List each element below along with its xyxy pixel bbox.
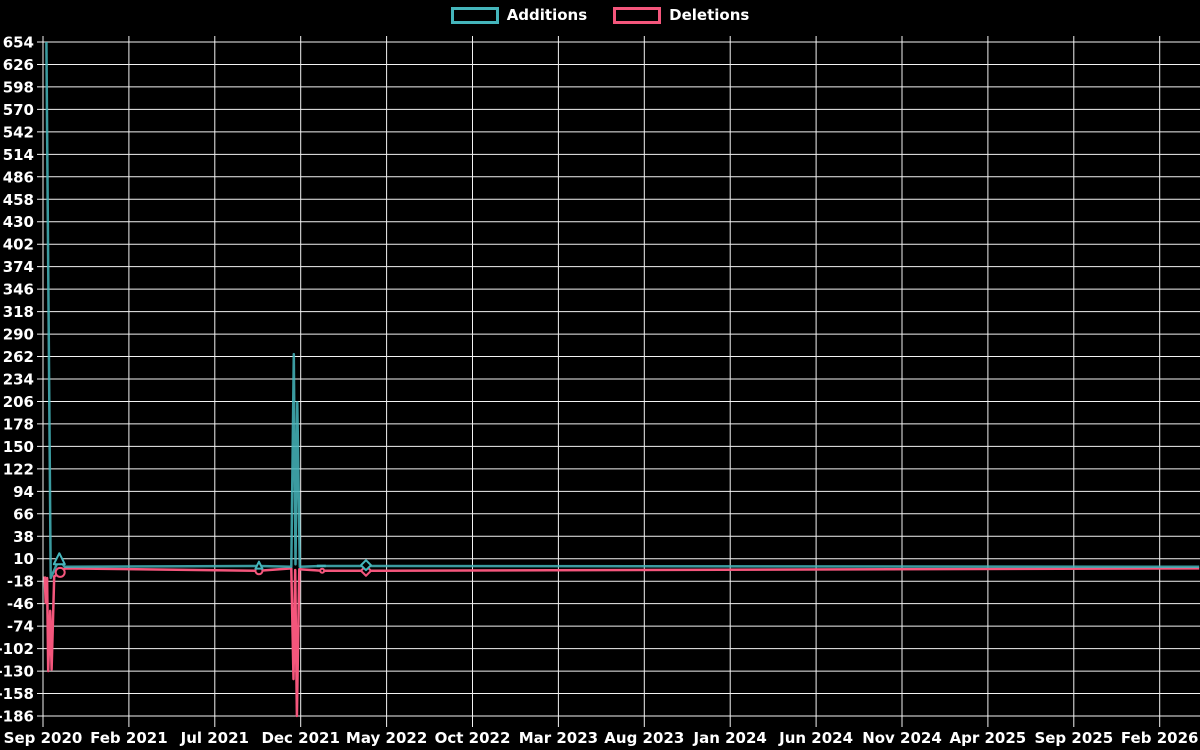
additions-diamond-marker — [359, 559, 372, 572]
y-tick-label: 654 — [3, 34, 34, 52]
y-tick-label: 430 — [3, 213, 34, 231]
additions-legend-label: Additions — [506, 6, 588, 24]
series-line-deletions — [43, 567, 1200, 718]
y-tick-label: -186 — [0, 708, 34, 726]
y-tick-label: 10 — [13, 550, 34, 568]
y-tick-label: 318 — [3, 303, 34, 321]
x-tick-label: Jan 2024 — [693, 729, 767, 747]
y-tick-label: 486 — [3, 168, 34, 186]
y-tick-label: 542 — [3, 123, 34, 141]
y-tick-label: 346 — [3, 281, 34, 299]
y-tick-label: 374 — [3, 258, 34, 276]
additions-triangle-up-marker — [52, 552, 66, 566]
x-tick-label: Nov 2024 — [862, 729, 942, 747]
y-tick-label: -130 — [0, 663, 34, 681]
y-tick-label: 234 — [3, 371, 34, 389]
y-tick-label: 150 — [3, 438, 34, 456]
x-tick-label: Feb 2021 — [90, 729, 168, 747]
x-tick-label: May 2022 — [346, 729, 427, 747]
y-tick-label: 94 — [13, 483, 34, 501]
deletions-circle-marker — [319, 567, 326, 574]
y-tick-label: -46 — [7, 595, 34, 613]
x-tick-label: Mar 2023 — [519, 729, 598, 747]
y-tick-label: -158 — [0, 685, 34, 703]
y-tick-label: 38 — [13, 528, 34, 546]
additions-triangle-up-marker — [254, 560, 264, 570]
y-tick-label: 570 — [3, 101, 34, 119]
y-tick-label: 122 — [3, 460, 34, 478]
y-tick-label: 178 — [3, 415, 34, 433]
legend-item-deletions: Deletions — [613, 7, 749, 24]
y-tick-label: -102 — [0, 640, 34, 658]
y-tick-label: 598 — [3, 78, 34, 96]
x-tick-label: Apr 2025 — [950, 729, 1027, 747]
x-tick-label: Dec 2021 — [261, 729, 340, 747]
y-tick-label: 206 — [3, 393, 34, 411]
y-tick-label: 514 — [3, 146, 34, 164]
x-tick-label: Feb 2026 — [1121, 729, 1199, 747]
y-tick-label: 402 — [3, 236, 34, 254]
y-tick-label: 290 — [3, 326, 34, 344]
x-tick-label: Oct 2022 — [435, 729, 511, 747]
x-tick-label: Jul 2021 — [180, 729, 249, 747]
y-tick-label: 66 — [13, 505, 34, 523]
additions-color-swatch — [450, 7, 499, 24]
y-tick-label: 626 — [3, 56, 34, 74]
y-tick-label: -18 — [7, 573, 34, 591]
deletions-circle-marker — [54, 566, 66, 578]
y-tick-label: 458 — [3, 191, 34, 209]
x-tick-label: Jun 2024 — [778, 729, 853, 747]
legend-item-additions: Additions — [450, 6, 588, 24]
x-tick-label: Aug 2023 — [604, 729, 684, 747]
x-tick-label: Sep 2020 — [4, 729, 83, 747]
deletions-color-swatch — [613, 7, 662, 24]
series-line-additions — [45, 41, 1200, 580]
chart-legend: Additions Deletions — [0, 7, 1200, 24]
y-tick-label: 262 — [3, 348, 34, 366]
y-tick-label: -74 — [7, 618, 34, 636]
deletions-legend-label: Deletions — [669, 6, 750, 24]
x-tick-label: Sep 2025 — [1034, 729, 1113, 747]
